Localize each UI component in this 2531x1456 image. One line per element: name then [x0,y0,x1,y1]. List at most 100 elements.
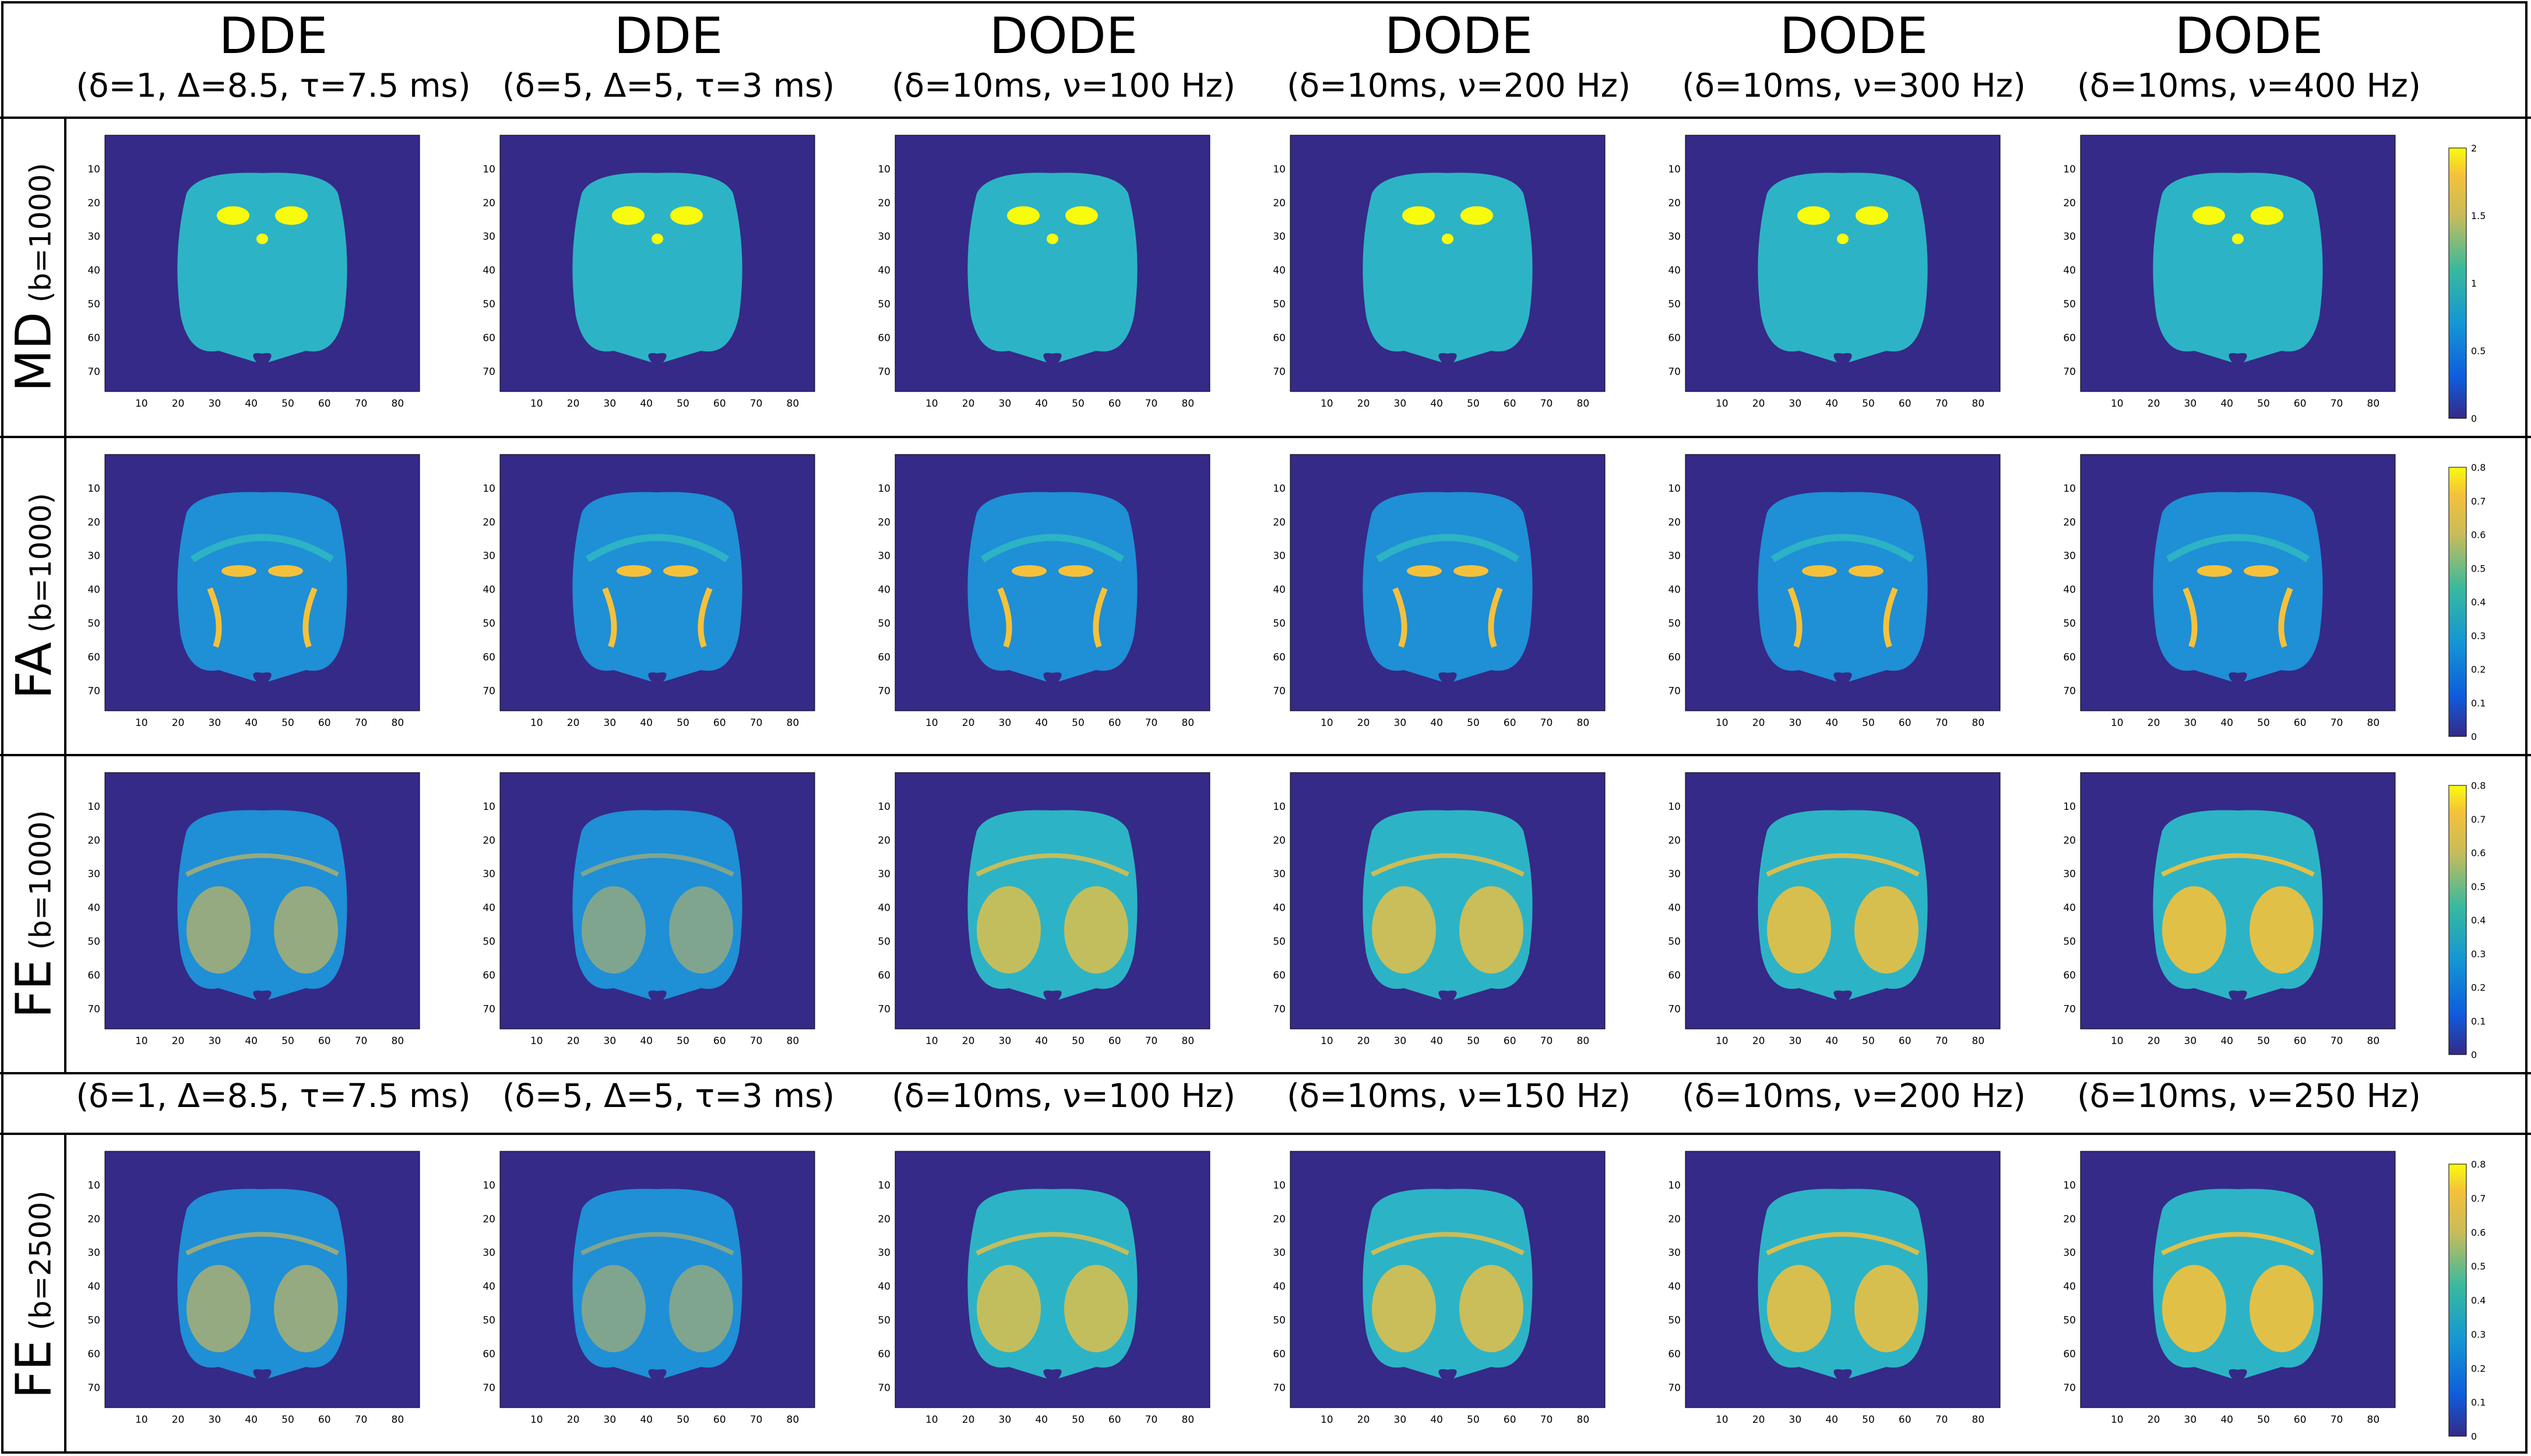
column-title: DODE [2174,7,2324,65]
brain-slice [572,1189,742,1379]
y-tick-label: 60 [878,970,890,981]
y-tick-label: 10 [87,801,100,813]
x-tick-label: 30 [209,1035,221,1047]
x-tick-label: 30 [999,398,1012,410]
y-tick-label: 50 [2063,1314,2076,1326]
y-tick-label: 20 [483,517,495,528]
y-tick-label: 20 [87,1214,100,1225]
y-tick-label: 60 [483,651,495,663]
y-tick-label: 20 [483,1214,495,1225]
ventricle [1047,234,1058,244]
brain-map-panel: 10 20 30 40 50 60 70 80 10 20 30 40 50 60 70 [1261,119,1656,436]
brain-slice [1363,172,1533,362]
brain-map-svg: 10 20 30 40 50 60 70 80 10 20 30 40 50 60 70 [1668,772,2001,1047]
axis-frame [1685,454,2001,711]
colorbar-tick-label: 2 [2471,143,2477,154]
x-tick-label: 30 [1394,1414,1407,1426]
brain-map-panel: 10 20 30 40 50 60 70 80 10 20 30 40 50 60 70 [76,119,471,436]
brain-map-panel: 10 20 30 40 50 60 70 80 10 20 30 40 50 60 70 [2051,119,2446,436]
high-fe-region [976,853,1129,877]
y-tick-label: 30 [878,551,890,562]
high-fe-region [2250,1265,2314,1352]
ventricle [670,206,703,225]
y-tick-label: 50 [878,1314,890,1326]
y-tick-label: 70 [1668,1382,1681,1394]
x-tick-label: 60 [318,717,331,729]
y-tick-label: 70 [878,685,890,697]
colorbar-tick-label: 0.5 [2471,881,2486,892]
column-header: DODE (δ=10ms, ν=100 Hz) [860,8,1268,105]
x-tick-label: 10 [135,1035,148,1047]
x-tick-label: 60 [713,1414,726,1426]
x-tick-label: 70 [355,1035,368,1047]
axis-frame [1290,1151,1606,1408]
x-tick-label: 50 [1072,1414,1085,1426]
y-tick-label: 40 [878,265,890,277]
axis-frame [895,454,1210,711]
x-tick-label: 10 [530,717,543,729]
high-fe-region [2162,886,2226,974]
brain-slice [967,172,1138,362]
colorbar-tick-label: 0.2 [2471,982,2486,993]
x-tick-label: 80 [787,1414,800,1426]
high-fe-region [1766,1232,1920,1256]
x-tick-label: 40 [640,717,653,729]
brain-map-panel: 10 20 30 40 50 60 70 80 10 20 30 40 50 60 70 [76,1135,471,1454]
white-matter-tract [1453,565,1488,577]
axis-frame [1290,454,1606,711]
x-tick-label: 20 [172,717,185,729]
row-bvalue: (b=1000) [24,810,58,950]
y-tick-label: 40 [2063,902,2076,914]
x-tick-label: 10 [1321,398,1333,410]
y-tick-label: 60 [1668,651,1681,663]
row-bvalue: (b=1000) [24,493,58,633]
x-tick-label: 40 [1825,717,1838,729]
white-matter-tract [1392,587,1407,648]
column-params-b2500: (δ=10ms, ν=150 Hz) [1287,1077,1631,1115]
x-tick-label: 20 [1357,1035,1370,1047]
y-tick-label: 10 [878,483,890,495]
y-tick-label: 70 [1273,1382,1286,1394]
x-tick-label: 10 [1716,1035,1729,1047]
column-header: DODE (δ=10ms, ν=400 Hz) [2045,8,2453,105]
x-tick-label: 70 [2331,1414,2343,1426]
high-fe-region [1767,1265,1831,1352]
colorbar-tick-label: 0.2 [2471,664,2486,675]
brain-map-svg: 10 20 30 40 50 60 70 80 10 20 30 40 50 60 70 [2063,454,2396,729]
x-tick-label: 30 [209,717,221,729]
x-tick-label: 40 [1825,398,1838,410]
y-tick-label: 40 [87,1281,100,1293]
x-tick-label: 50 [1072,398,1085,410]
ventricle [1856,206,1888,225]
y-tick-label: 30 [1668,869,1681,880]
colorbar-tick-label: 0.1 [2471,697,2486,708]
colorbar-tick-label: 0.5 [2471,346,2486,357]
x-tick-label: 50 [1467,1035,1480,1047]
white-matter-tract [1787,587,1803,648]
x-tick-label: 80 [392,1035,404,1047]
high-fe-region [1766,853,1920,877]
white-matter-tract [302,587,318,648]
x-tick-label: 50 [1072,1035,1085,1047]
ventricle [1442,234,1453,244]
x-tick-label: 10 [135,1414,148,1426]
axis-frame [104,135,420,392]
axis-frame [104,454,420,711]
y-tick-label: 70 [483,366,495,378]
x-tick-label: 10 [135,398,148,410]
x-tick-label: 40 [1430,398,1443,410]
y-tick-label: 30 [483,1247,495,1259]
colorbar-tick-label: 0.8 [2471,462,2486,473]
ventricle [612,206,645,225]
y-tick-label: 40 [483,265,495,277]
y-tick-label: 40 [1668,902,1681,914]
y-tick-label: 20 [2063,198,2076,209]
colorbar-tick-label: 1.5 [2471,210,2486,221]
y-tick-label: 30 [2063,551,2076,562]
white-matter-tract [2244,565,2279,577]
x-tick-label: 20 [962,1035,975,1047]
x-tick-label: 70 [1935,1035,1948,1047]
x-tick-label: 80 [1577,398,1590,410]
brain-map-svg: 10 20 30 40 50 60 70 80 10 20 30 40 50 60 70 [2063,135,2396,410]
brain-slice [2153,492,2323,682]
